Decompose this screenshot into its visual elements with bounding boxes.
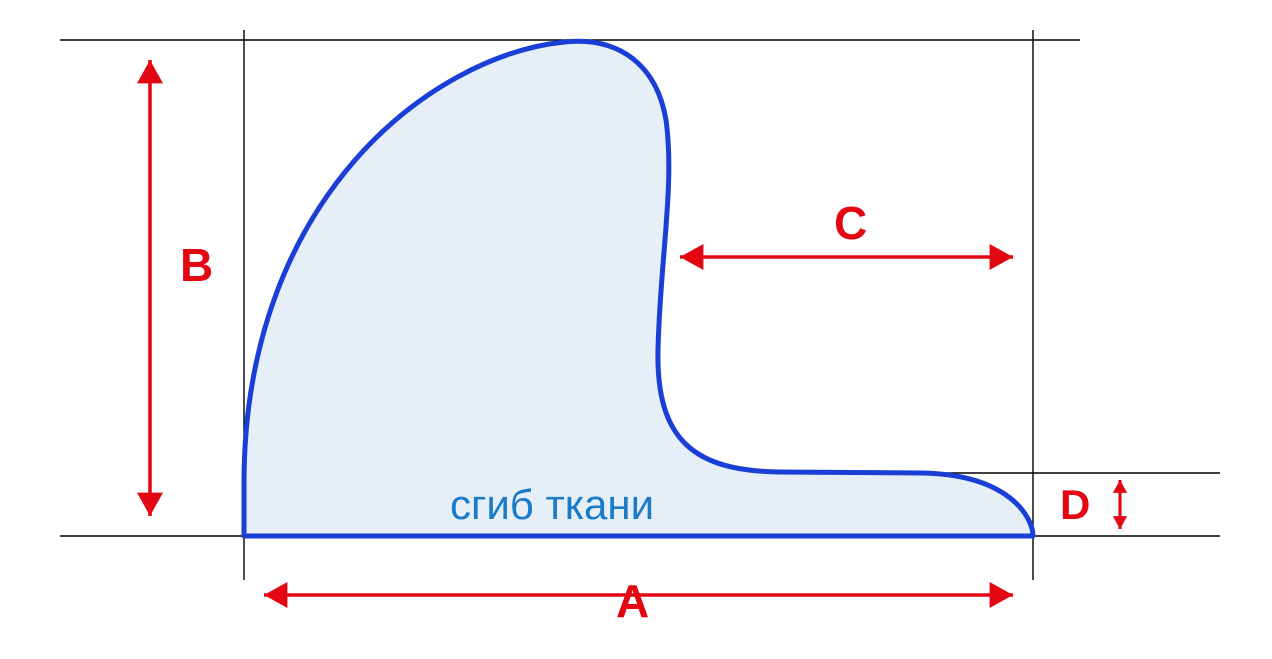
- dimension-label-B: B: [180, 242, 213, 288]
- pattern-diagram: [0, 0, 1272, 659]
- dimension-label-A: A: [616, 578, 649, 624]
- fabric-fold-label: сгиб ткани: [450, 484, 654, 526]
- dimension-label-C: C: [834, 200, 867, 246]
- dimension-label-D: D: [1060, 484, 1090, 526]
